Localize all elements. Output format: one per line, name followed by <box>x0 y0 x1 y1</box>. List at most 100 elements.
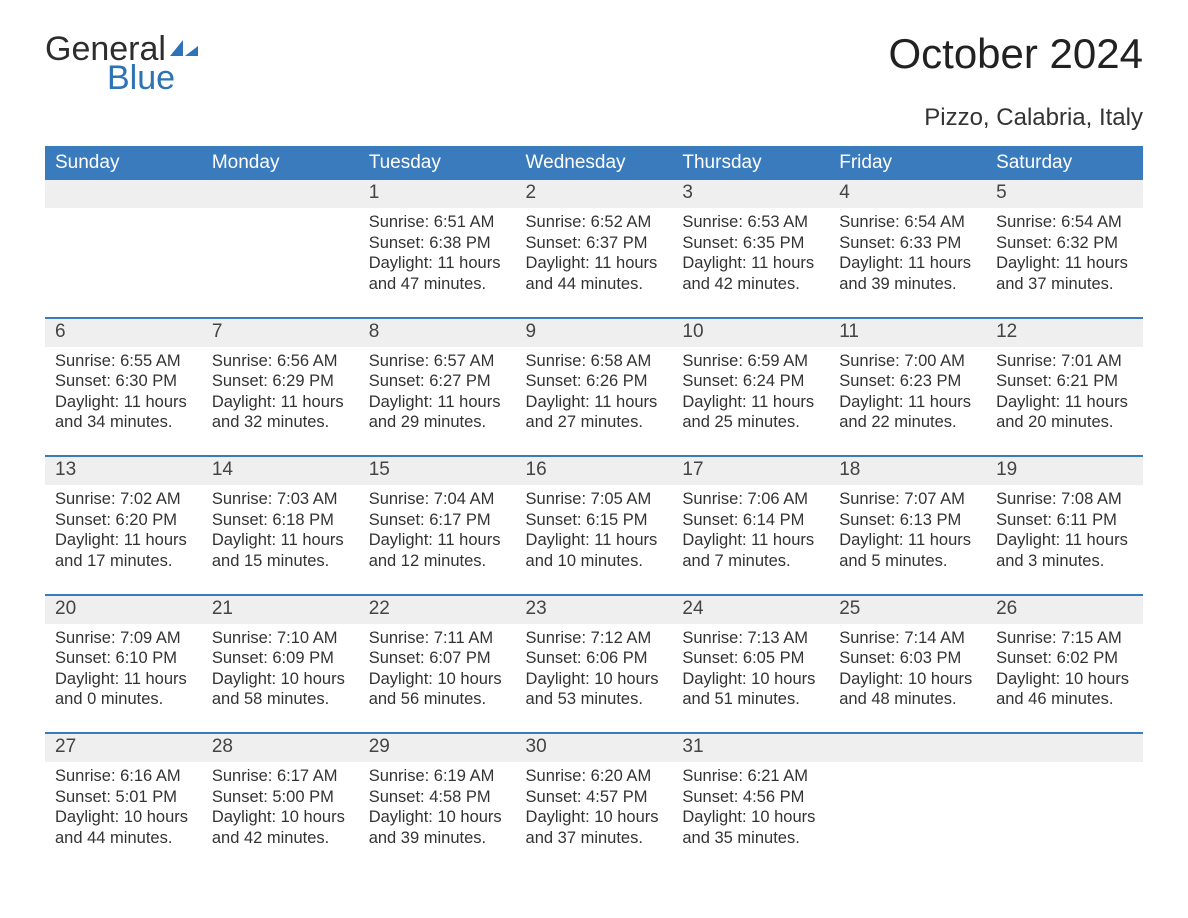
daylight-text: Daylight: 11 hours and 10 minutes. <box>526 530 663 571</box>
calendar-day-cell: 1Sunrise: 6:51 AMSunset: 6:38 PMDaylight… <box>359 180 516 318</box>
day-data: Sunrise: 7:03 AMSunset: 6:18 PMDaylight:… <box>202 485 359 572</box>
sunrise-text: Sunrise: 7:07 AM <box>839 489 976 510</box>
day-data: Sunrise: 6:21 AMSunset: 4:56 PMDaylight:… <box>672 762 829 849</box>
sunset-text: Sunset: 6:27 PM <box>369 371 506 392</box>
sunset-text: Sunset: 6:14 PM <box>682 510 819 531</box>
day-number: 3 <box>672 180 829 208</box>
sunset-text: Sunset: 5:01 PM <box>55 787 192 808</box>
daylight-text: Daylight: 10 hours and 35 minutes. <box>682 807 819 848</box>
calendar-day-cell: 7Sunrise: 6:56 AMSunset: 6:29 PMDaylight… <box>202 318 359 457</box>
sunset-text: Sunset: 6:37 PM <box>526 233 663 254</box>
day-data: Sunrise: 6:52 AMSunset: 6:37 PMDaylight:… <box>516 208 673 295</box>
calendar-day-cell: 9Sunrise: 6:58 AMSunset: 6:26 PMDaylight… <box>516 318 673 457</box>
sunrise-text: Sunrise: 6:20 AM <box>526 766 663 787</box>
daylight-text: Daylight: 10 hours and 44 minutes. <box>55 807 192 848</box>
title-block: October 2024 <box>888 30 1143 78</box>
calendar-day-cell: 4Sunrise: 6:54 AMSunset: 6:33 PMDaylight… <box>829 180 986 318</box>
calendar-week-row: 13Sunrise: 7:02 AMSunset: 6:20 PMDayligh… <box>45 456 1143 595</box>
calendar-day-cell: 26Sunrise: 7:15 AMSunset: 6:02 PMDayligh… <box>986 595 1143 734</box>
calendar-day-cell: 13Sunrise: 7:02 AMSunset: 6:20 PMDayligh… <box>45 456 202 595</box>
day-data: Sunrise: 6:54 AMSunset: 6:33 PMDaylight:… <box>829 208 986 295</box>
sunset-text: Sunset: 6:33 PM <box>839 233 976 254</box>
sunrise-text: Sunrise: 7:11 AM <box>369 628 506 649</box>
day-number: 9 <box>516 319 673 347</box>
day-data: Sunrise: 6:58 AMSunset: 6:26 PMDaylight:… <box>516 347 673 434</box>
sunset-text: Sunset: 6:18 PM <box>212 510 349 531</box>
day-number: 12 <box>986 319 1143 347</box>
sunset-text: Sunset: 6:06 PM <box>526 648 663 669</box>
day-header-row: Sunday Monday Tuesday Wednesday Thursday… <box>45 146 1143 180</box>
daylight-text: Daylight: 10 hours and 37 minutes. <box>526 807 663 848</box>
sunrise-text: Sunrise: 7:10 AM <box>212 628 349 649</box>
calendar-day-cell: 5Sunrise: 6:54 AMSunset: 6:32 PMDaylight… <box>986 180 1143 318</box>
sunset-text: Sunset: 6:07 PM <box>369 648 506 669</box>
location-label: Pizzo, Calabria, Italy <box>45 104 1143 132</box>
calendar-day-cell: 11Sunrise: 7:00 AMSunset: 6:23 PMDayligh… <box>829 318 986 457</box>
sunset-text: Sunset: 6:21 PM <box>996 371 1133 392</box>
sunrise-text: Sunrise: 6:56 AM <box>212 351 349 372</box>
calendar-day-cell: 25Sunrise: 7:14 AMSunset: 6:03 PMDayligh… <box>829 595 986 734</box>
day-number: 26 <box>986 596 1143 624</box>
sunset-text: Sunset: 6:38 PM <box>369 233 506 254</box>
day-data <box>829 762 986 848</box>
day-header: Friday <box>829 146 986 180</box>
calendar-week-row: 20Sunrise: 7:09 AMSunset: 6:10 PMDayligh… <box>45 595 1143 734</box>
day-data: Sunrise: 6:53 AMSunset: 6:35 PMDaylight:… <box>672 208 829 295</box>
day-number <box>45 180 202 208</box>
day-number <box>986 734 1143 762</box>
sunrise-text: Sunrise: 6:58 AM <box>526 351 663 372</box>
sunrise-text: Sunrise: 7:13 AM <box>682 628 819 649</box>
sunrise-text: Sunrise: 7:12 AM <box>526 628 663 649</box>
sunset-text: Sunset: 6:20 PM <box>55 510 192 531</box>
day-data: Sunrise: 7:15 AMSunset: 6:02 PMDaylight:… <box>986 624 1143 711</box>
day-data: Sunrise: 6:17 AMSunset: 5:00 PMDaylight:… <box>202 762 359 849</box>
sunset-text: Sunset: 6:32 PM <box>996 233 1133 254</box>
day-number: 17 <box>672 457 829 485</box>
calendar-day-cell: 31Sunrise: 6:21 AMSunset: 4:56 PMDayligh… <box>672 733 829 871</box>
day-data: Sunrise: 6:57 AMSunset: 6:27 PMDaylight:… <box>359 347 516 434</box>
day-number: 22 <box>359 596 516 624</box>
day-data: Sunrise: 7:00 AMSunset: 6:23 PMDaylight:… <box>829 347 986 434</box>
day-number: 20 <box>45 596 202 624</box>
calendar-day-cell: 28Sunrise: 6:17 AMSunset: 5:00 PMDayligh… <box>202 733 359 871</box>
day-number: 16 <box>516 457 673 485</box>
day-data: Sunrise: 7:05 AMSunset: 6:15 PMDaylight:… <box>516 485 673 572</box>
calendar-day-cell: 20Sunrise: 7:09 AMSunset: 6:10 PMDayligh… <box>45 595 202 734</box>
calendar-day-cell: 6Sunrise: 6:55 AMSunset: 6:30 PMDaylight… <box>45 318 202 457</box>
calendar-day-cell: 24Sunrise: 7:13 AMSunset: 6:05 PMDayligh… <box>672 595 829 734</box>
day-number: 4 <box>829 180 986 208</box>
sunset-text: Sunset: 4:57 PM <box>526 787 663 808</box>
day-number: 24 <box>672 596 829 624</box>
day-number: 6 <box>45 319 202 347</box>
day-number: 1 <box>359 180 516 208</box>
calendar-day-cell: 18Sunrise: 7:07 AMSunset: 6:13 PMDayligh… <box>829 456 986 595</box>
sunrise-text: Sunrise: 6:52 AM <box>526 212 663 233</box>
daylight-text: Daylight: 10 hours and 48 minutes. <box>839 669 976 710</box>
sunset-text: Sunset: 6:02 PM <box>996 648 1133 669</box>
daylight-text: Daylight: 10 hours and 51 minutes. <box>682 669 819 710</box>
calendar-page: General Blue October 2024 Pizzo, Calabri… <box>0 0 1188 911</box>
day-number: 19 <box>986 457 1143 485</box>
sunrise-text: Sunrise: 6:17 AM <box>212 766 349 787</box>
calendar-day-cell <box>986 733 1143 871</box>
day-number: 5 <box>986 180 1143 208</box>
day-data: Sunrise: 6:51 AMSunset: 6:38 PMDaylight:… <box>359 208 516 295</box>
daylight-text: Daylight: 11 hours and 15 minutes. <box>212 530 349 571</box>
calendar-week-row: 6Sunrise: 6:55 AMSunset: 6:30 PMDaylight… <box>45 318 1143 457</box>
calendar-day-cell <box>829 733 986 871</box>
sunrise-text: Sunrise: 6:16 AM <box>55 766 192 787</box>
calendar-day-cell: 12Sunrise: 7:01 AMSunset: 6:21 PMDayligh… <box>986 318 1143 457</box>
day-number: 31 <box>672 734 829 762</box>
sunset-text: Sunset: 6:17 PM <box>369 510 506 531</box>
logo-text-blue: Blue <box>107 59 175 98</box>
calendar-day-cell: 29Sunrise: 6:19 AMSunset: 4:58 PMDayligh… <box>359 733 516 871</box>
daylight-text: Daylight: 11 hours and 7 minutes. <box>682 530 819 571</box>
daylight-text: Daylight: 10 hours and 39 minutes. <box>369 807 506 848</box>
day-data: Sunrise: 6:59 AMSunset: 6:24 PMDaylight:… <box>672 347 829 434</box>
day-data: Sunrise: 7:02 AMSunset: 6:20 PMDaylight:… <box>45 485 202 572</box>
day-number: 15 <box>359 457 516 485</box>
day-data: Sunrise: 7:10 AMSunset: 6:09 PMDaylight:… <box>202 624 359 711</box>
calendar-week-row: 1Sunrise: 6:51 AMSunset: 6:38 PMDaylight… <box>45 180 1143 318</box>
day-number: 11 <box>829 319 986 347</box>
sunrise-text: Sunrise: 7:02 AM <box>55 489 192 510</box>
